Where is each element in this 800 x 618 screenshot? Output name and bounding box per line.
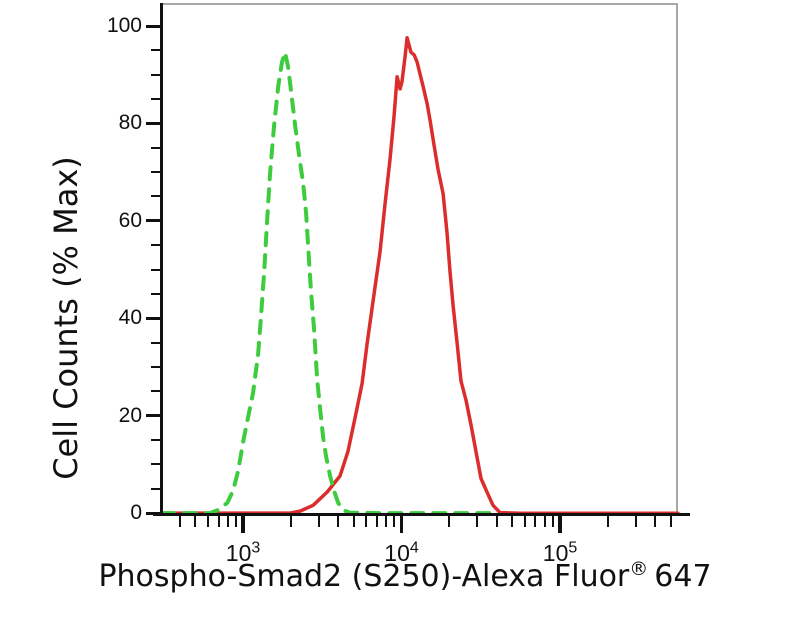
x-minor-tick xyxy=(606,516,609,527)
y-axis-title: Cell Counts (% Max) xyxy=(47,156,85,480)
y-minor-tick xyxy=(151,463,163,466)
histogram-svg xyxy=(160,35,680,516)
y-minor-tick xyxy=(151,487,163,490)
x-minor-tick xyxy=(206,516,209,527)
plot-area xyxy=(160,3,680,516)
x-tick-label: 104 xyxy=(384,539,419,566)
x-minor-tick xyxy=(534,516,537,527)
x-minor-tick xyxy=(289,516,292,527)
x-minor-tick xyxy=(385,516,388,527)
x-axis-title: Phospho-Smad2 (S250)-Alexa Fluor® 647 xyxy=(85,559,725,599)
x-minor-tick xyxy=(495,516,498,527)
x-minor-tick xyxy=(337,516,340,527)
y-tick-label: 100 xyxy=(106,14,142,37)
x-minor-tick xyxy=(523,516,526,527)
x-major-tick xyxy=(558,516,562,533)
y-minor-tick xyxy=(151,171,163,174)
x-tick-label: 103 xyxy=(225,539,261,566)
x-major-tick xyxy=(399,516,404,533)
x-minor-tick xyxy=(654,516,657,527)
x-tick-label: 105 xyxy=(542,539,578,566)
y-major-tick xyxy=(146,316,163,320)
y-minor-tick xyxy=(151,146,163,149)
y-minor-tick xyxy=(151,195,163,198)
y-minor-tick xyxy=(151,49,163,52)
y-minor-tick xyxy=(151,73,163,76)
y-tick-label: 60 xyxy=(118,208,142,232)
x-minor-tick xyxy=(226,516,229,527)
y-minor-tick xyxy=(151,98,163,101)
x-minor-tick xyxy=(448,516,451,527)
y-minor-tick xyxy=(151,341,163,344)
x-minor-tick xyxy=(393,516,396,527)
x-minor-tick xyxy=(634,516,637,527)
y-major-tick xyxy=(146,414,163,418)
control-unstained-curve xyxy=(160,50,499,516)
registered-trademark-icon: ® xyxy=(629,558,649,580)
x-minor-tick xyxy=(543,516,546,527)
y-minor-tick xyxy=(151,292,163,295)
x-minor-tick xyxy=(476,516,479,527)
y-tick-label: 20 xyxy=(118,403,142,427)
y-major-tick xyxy=(146,219,163,223)
x-axis-title-suffix: 647 xyxy=(654,559,712,594)
y-tick-label: 80 xyxy=(118,111,142,135)
x-minor-tick xyxy=(375,516,378,527)
x-major-tick xyxy=(241,516,245,533)
x-minor-tick xyxy=(551,516,554,527)
x-minor-tick xyxy=(194,516,197,527)
x-minor-tick xyxy=(352,516,355,527)
y-minor-tick xyxy=(151,244,163,247)
y-major-tick xyxy=(146,121,163,125)
y-major-tick xyxy=(146,24,163,28)
x-minor-tick xyxy=(365,516,368,527)
y-axis-line xyxy=(160,3,163,516)
x-minor-tick xyxy=(669,516,672,527)
y-minor-tick xyxy=(151,390,163,393)
x-axis-line xyxy=(153,513,690,516)
flow-cytometry-figure: 0 20 40 60 80 100 103 104 105 Cell Counts (% Ma… xyxy=(47,3,725,599)
x-minor-tick xyxy=(511,516,514,527)
x-axis-title-main: Phospho-Smad2 (S250)-Alexa Fluor xyxy=(98,559,630,594)
x-minor-tick xyxy=(217,516,220,527)
phospho-smad2-stained-curve xyxy=(160,35,680,516)
y-tick-label: 0 xyxy=(130,501,142,524)
y-major-tick xyxy=(146,511,163,515)
y-minor-tick xyxy=(151,438,163,441)
y-minor-tick xyxy=(151,268,163,271)
x-minor-tick xyxy=(317,516,320,527)
y-tick-label: 40 xyxy=(118,306,142,330)
x-minor-tick xyxy=(234,516,237,527)
y-minor-tick xyxy=(151,365,163,368)
x-minor-tick xyxy=(178,516,181,527)
